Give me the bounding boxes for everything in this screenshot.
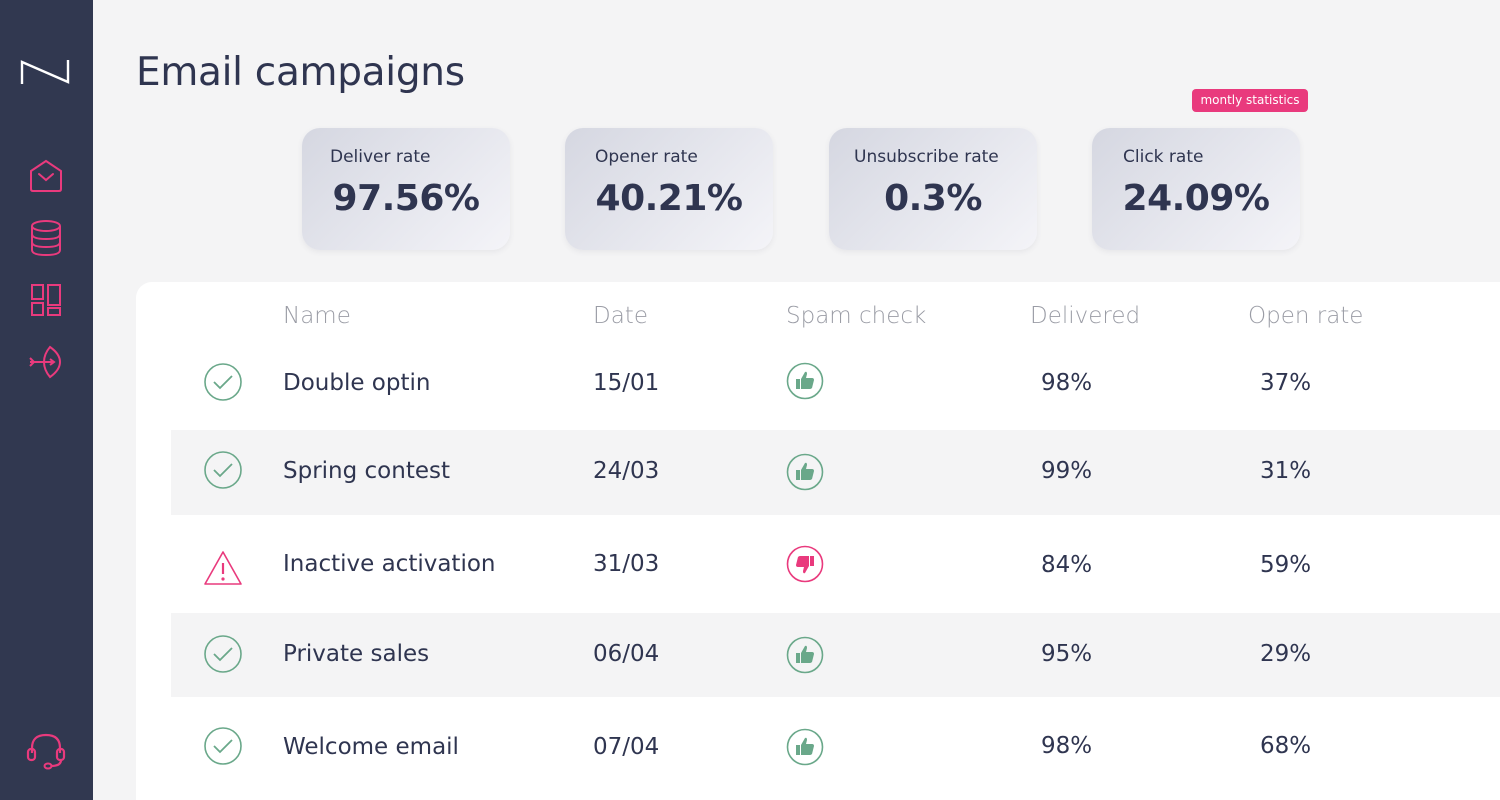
campaign-name: Spring contest <box>283 458 450 484</box>
column-header-spam-check[interactable]: Spam check <box>786 303 927 329</box>
delivered-value: 84% <box>1041 552 1093 578</box>
column-header-date[interactable]: Date <box>593 303 648 329</box>
thumbs-up-icon <box>786 453 824 491</box>
monthly-statistics-badge[interactable]: montly statistics <box>1192 89 1308 112</box>
database-icon[interactable] <box>26 218 66 258</box>
stat-value: 24.09% <box>1122 178 1270 219</box>
delivered-value: 98% <box>1041 370 1093 396</box>
table-row[interactable]: Spring contest 24/03 99% 31% <box>171 430 1500 515</box>
stat-label: Unsubscribe rate <box>854 147 999 167</box>
campaign-name: Inactive activation <box>283 551 496 577</box>
table-row[interactable]: Private sales 06/04 95% 29% <box>171 613 1500 697</box>
stat-card-deliver-rate: Deliver rate 97.56% <box>302 128 510 250</box>
thumbs-up-icon <box>786 636 824 674</box>
open-rate-value: 31% <box>1260 458 1312 484</box>
check-circle-icon <box>204 451 242 489</box>
target-arrow-icon[interactable] <box>26 342 66 382</box>
inbox-icon[interactable] <box>26 156 66 196</box>
thumbs-up-icon <box>786 728 824 766</box>
table-row[interactable]: Welcome email 07/04 98% 68% <box>171 697 1500 797</box>
warning-triangle-icon <box>204 551 242 585</box>
column-header-open-rate[interactable]: Open rate <box>1248 303 1364 329</box>
table-row[interactable]: Double optin 15/01 98% 37% <box>171 348 1500 430</box>
campaign-name: Double optin <box>283 370 431 396</box>
campaign-name: Private sales <box>283 641 430 667</box>
thumbs-down-icon <box>786 545 824 583</box>
sidebar <box>0 0 93 800</box>
stat-value: 0.3% <box>884 178 982 219</box>
open-rate-value: 68% <box>1260 733 1312 759</box>
thumbs-up-icon <box>786 362 824 400</box>
stat-card-opener-rate: Opener rate 40.21% <box>565 128 773 250</box>
page-title: Email campaigns <box>136 50 465 95</box>
delivered-value: 98% <box>1041 733 1093 759</box>
table-row[interactable]: Inactive activation 31/03 84% 59% <box>171 515 1500 613</box>
open-rate-value: 29% <box>1260 641 1312 667</box>
open-rate-value: 59% <box>1260 552 1312 578</box>
campaign-date: 07/04 <box>593 734 660 760</box>
stat-card-click-rate: Click rate 24.09% <box>1092 128 1300 250</box>
logo-icon[interactable] <box>20 58 72 86</box>
campaign-date: 15/01 <box>593 370 660 396</box>
column-header-delivered[interactable]: Delivered <box>1030 303 1141 329</box>
column-header-name[interactable]: Name <box>283 303 351 329</box>
campaign-date: 31/03 <box>593 551 660 577</box>
stat-label: Click rate <box>1123 147 1204 167</box>
stat-value: 97.56% <box>332 178 480 219</box>
headset-icon[interactable] <box>25 729 67 771</box>
campaign-date: 24/03 <box>593 458 660 484</box>
stat-value: 40.21% <box>595 178 743 219</box>
check-circle-icon <box>204 727 242 765</box>
check-circle-icon <box>204 635 242 673</box>
campaigns-table: Name Date Spam check Delivered Open rate… <box>136 282 1500 800</box>
campaign-name: Welcome email <box>283 734 459 760</box>
stat-label: Opener rate <box>595 147 698 167</box>
stat-card-unsubscribe-rate: Unsubscribe rate 0.3% <box>829 128 1037 250</box>
delivered-value: 99% <box>1041 458 1093 484</box>
check-circle-icon <box>204 363 242 401</box>
stat-label: Deliver rate <box>330 147 431 167</box>
campaign-date: 06/04 <box>593 641 660 667</box>
dashboard-icon[interactable] <box>26 280 66 320</box>
open-rate-value: 37% <box>1260 370 1312 396</box>
delivered-value: 95% <box>1041 641 1093 667</box>
